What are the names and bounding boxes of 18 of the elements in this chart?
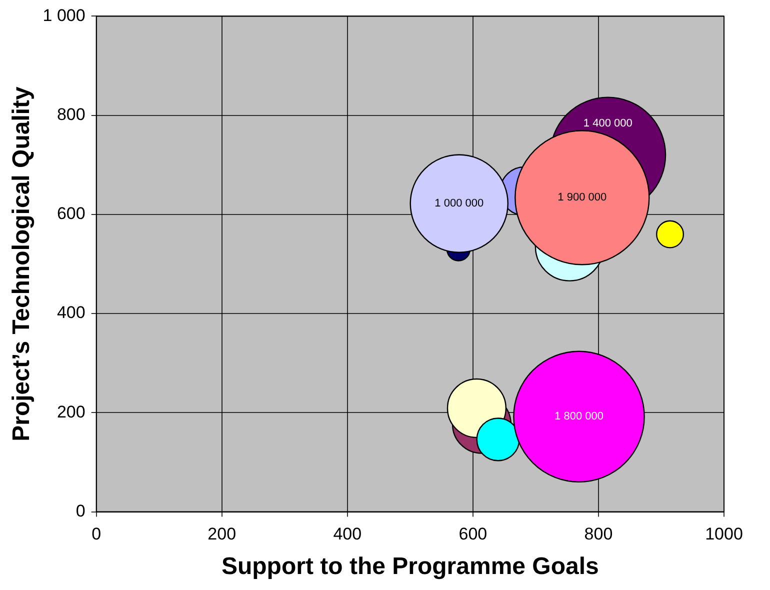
x-tick-label: 800 xyxy=(584,524,613,544)
x-tick-label: 600 xyxy=(458,524,488,544)
y-tick-label: 400 xyxy=(56,303,86,322)
y-tick-label: 200 xyxy=(56,402,86,422)
y-axis-title: Project’s Technological Quality xyxy=(8,86,36,442)
annotation: 1 400 000 xyxy=(583,117,632,130)
y-tick-label: 0 xyxy=(76,501,86,520)
x-tick-label: 400 xyxy=(333,524,362,544)
annotation: 1 000 000 xyxy=(434,198,484,210)
y-tick-label: 600 xyxy=(56,204,86,224)
x-tick-label: 1000 xyxy=(705,524,743,544)
x-axis-title: Support to the Programme Goals xyxy=(221,553,599,580)
annotation: 1 900 000 xyxy=(558,192,607,204)
y-tick-label: 1 000 xyxy=(42,6,86,25)
x-tick-label: 0 xyxy=(92,524,102,544)
y-tick-label: 800 xyxy=(56,105,86,124)
annotation: 1 800 000 xyxy=(554,410,604,423)
x-tick-label: 200 xyxy=(208,524,236,544)
